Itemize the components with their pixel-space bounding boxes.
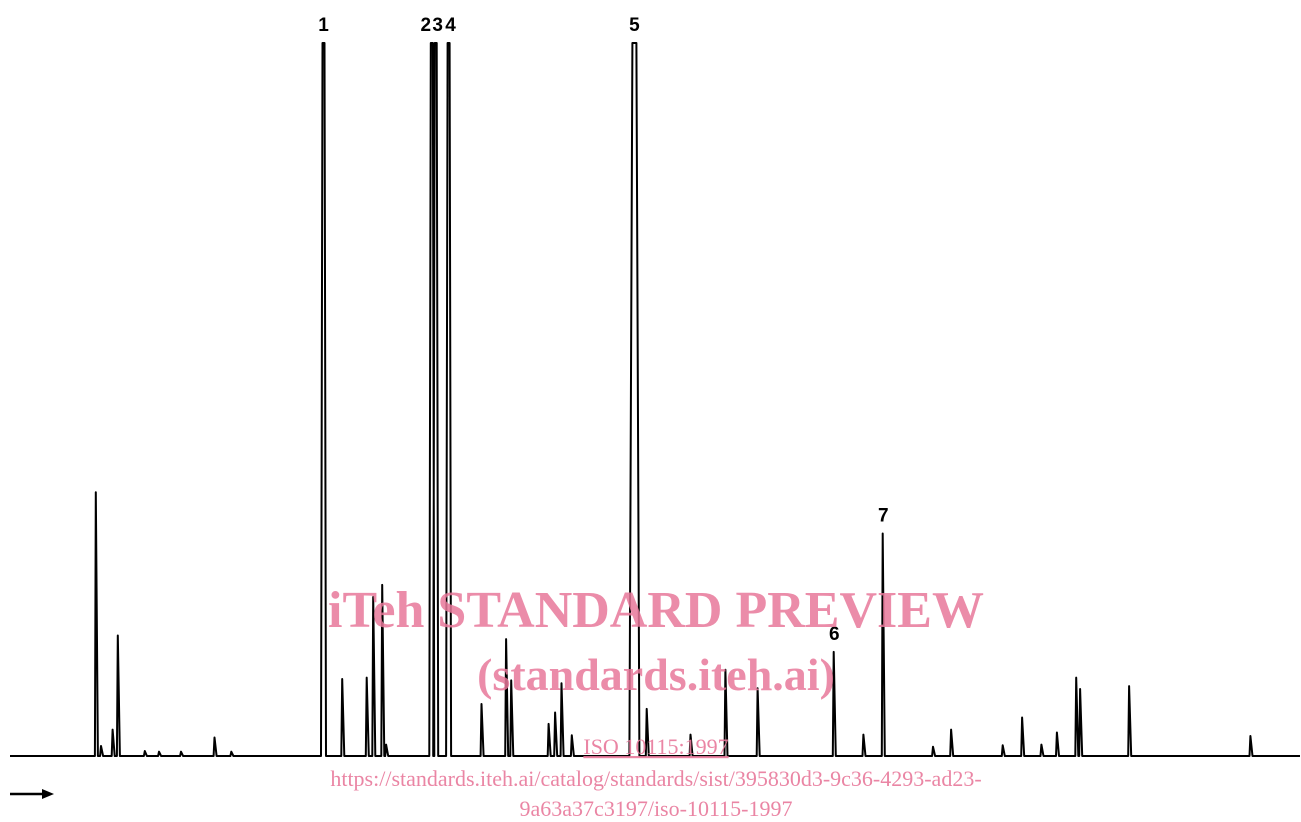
watermark-doc-id[interactable]: ISO 10115:1997: [583, 734, 728, 759]
watermark-url-line1[interactable]: https://standards.iteh.ai/catalog/standa…: [330, 766, 981, 791]
watermark-url-line2[interactable]: 9a63a37c3197/iso-10115-1997: [520, 796, 793, 821]
peak-label-7: 7: [878, 506, 889, 527]
watermark-subtitle: (standards.iteh.ai): [477, 649, 835, 700]
chromatogram-trace: [10, 42, 1300, 757]
direction-arrow: [10, 789, 54, 799]
peak-labels: 1 2 3 4 5 6 7: [318, 15, 888, 645]
watermark: iTeh STANDARD PREVIEW (standards.iteh.ai…: [328, 582, 984, 821]
peak-label-6: 6: [829, 624, 840, 645]
peak-label-2: 2: [421, 15, 432, 36]
watermark-title: iTeh STANDARD PREVIEW: [328, 582, 984, 639]
peak-label-4: 4: [445, 15, 456, 36]
peak-label-1: 1: [318, 15, 329, 36]
peak-label-3: 3: [432, 15, 443, 36]
peak-label-5: 5: [629, 15, 640, 36]
